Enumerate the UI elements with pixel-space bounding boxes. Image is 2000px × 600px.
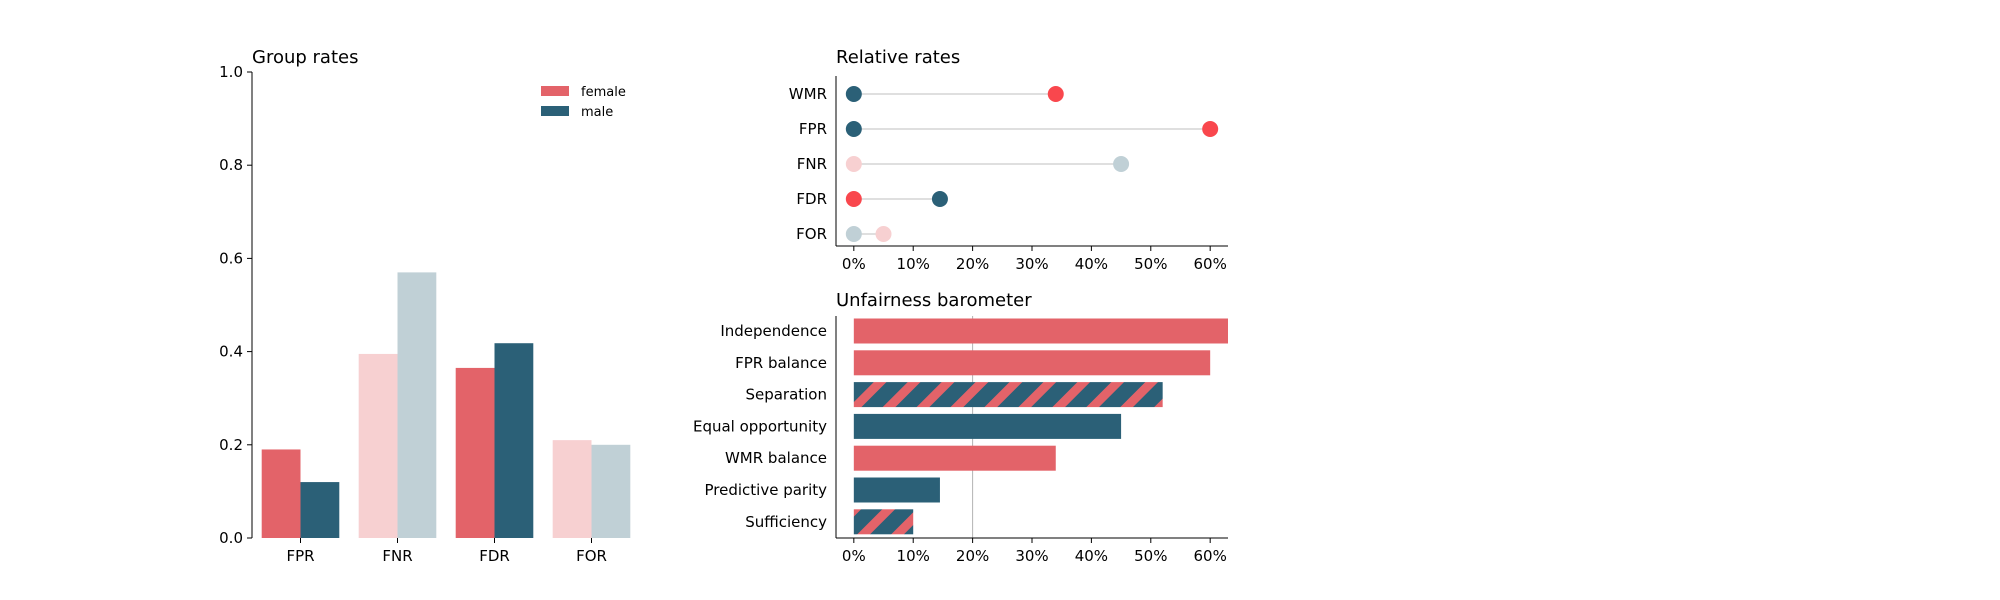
point-male-fnr: [1113, 156, 1130, 172]
y-tick-label: 1.0: [219, 63, 243, 81]
legend-swatch-female: [541, 86, 569, 96]
y-tick-label: 0.0: [219, 529, 243, 547]
point-male-wmr: [845, 86, 862, 102]
x-tick-label: 20%: [956, 547, 989, 565]
bar-male-for: [591, 444, 631, 538]
y-tick-label-wmr: WMR: [789, 85, 827, 103]
bar-sufficiency: [853, 509, 914, 535]
x-tick-label: 60%: [1194, 255, 1227, 273]
y-tick-label: 0.2: [219, 436, 243, 454]
y-tick-label-wmr-balance: WMR balance: [725, 449, 827, 467]
bar-separation: [853, 382, 1163, 408]
bar-female-fpr: [261, 449, 301, 538]
relative-rates-title: Relative rates: [836, 47, 960, 68]
x-tick-label-for: FOR: [576, 547, 607, 565]
y-tick-label-fpr: FPR: [799, 120, 827, 138]
y-tick-label-sufficiency: Sufficiency: [745, 513, 827, 531]
bar-independence: [853, 318, 1228, 344]
legend-swatch-male: [541, 106, 569, 116]
y-tick-label: 0.4: [219, 343, 243, 361]
x-tick-label: 40%: [1075, 255, 1108, 273]
group-rates-legend: female male: [541, 85, 626, 120]
group-rates-title: Group rates: [252, 47, 358, 68]
x-tick-label: 50%: [1134, 255, 1167, 273]
point-female-fdr: [845, 191, 862, 207]
x-tick-label-fdr: FDR: [479, 547, 510, 565]
legend-label-female: female: [581, 85, 626, 100]
point-female-fnr: [845, 156, 862, 172]
unfairness-barometer-chart: Unfairness barometer Independence FPR bal…: [693, 290, 1228, 565]
y-tick-label: 0.8: [219, 156, 243, 174]
x-tick-label: 40%: [1075, 547, 1108, 565]
bar-male-fnr: [397, 272, 437, 538]
y-tick-label-for: FOR: [796, 225, 827, 243]
x-tick-label-fpr: FPR: [286, 547, 314, 565]
x-tick-label: 0%: [842, 547, 866, 565]
bar-equal-opportunity: [853, 413, 1122, 439]
bar-female-fdr: [455, 367, 495, 538]
point-female-for: [875, 226, 892, 242]
bar-male-fpr: [300, 482, 340, 538]
y-tick-label-separation: Separation: [745, 386, 827, 404]
legend-label-male: male: [581, 105, 613, 120]
x-tick-label: 60%: [1194, 547, 1227, 565]
y-tick-label-fnr: FNR: [797, 155, 827, 173]
bar-predictive-parity: [853, 477, 940, 503]
bar-female-for: [552, 440, 592, 538]
x-tick-label: 30%: [1015, 255, 1048, 273]
x-tick-label: 20%: [956, 255, 989, 273]
y-tick-label-predictive-parity: Predictive parity: [704, 481, 827, 499]
bar-fpr-balance: [853, 350, 1211, 376]
y-tick-label-equal-opportunity: Equal opportunity: [693, 417, 827, 435]
bar-female-fnr: [358, 353, 398, 538]
relative-rates-chart: Relative rates WMR FPR FNR FDR FOR 0% 10% 20% 30…: [789, 47, 1228, 273]
group-rates-chart: Group rates FPR FNR FDR FOR 0.0 0.2 0.4 0.6 0.8 1…: [219, 47, 631, 565]
point-male-fdr: [931, 191, 948, 207]
barometer-title: Unfairness barometer: [836, 290, 1032, 311]
bar-male-fdr: [494, 343, 534, 538]
bar-wmr-balance: [853, 445, 1056, 471]
point-male-for: [845, 226, 862, 242]
x-tick-label-fnr: FNR: [382, 547, 412, 565]
y-tick-label: 0.6: [219, 249, 243, 267]
point-female-wmr: [1047, 86, 1064, 102]
point-female-fpr: [1202, 121, 1219, 137]
x-tick-label: 50%: [1134, 547, 1167, 565]
x-tick-label: 30%: [1015, 547, 1048, 565]
x-tick-label: 10%: [897, 547, 930, 565]
x-tick-label: 0%: [842, 255, 866, 273]
y-tick-label-independence: Independence: [720, 322, 827, 340]
y-tick-label-fdr: FDR: [796, 190, 827, 208]
y-tick-label-fpr-balance: FPR balance: [735, 354, 827, 372]
point-male-fpr: [845, 121, 862, 137]
x-tick-label: 10%: [897, 255, 930, 273]
